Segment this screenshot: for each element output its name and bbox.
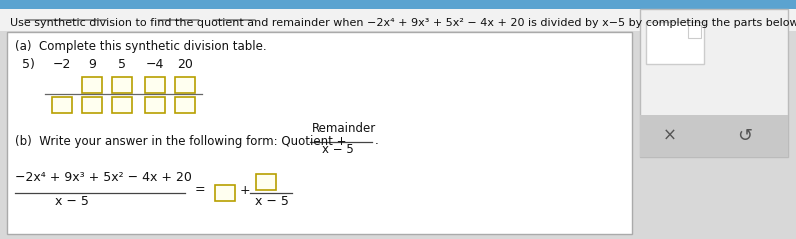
FancyBboxPatch shape: [112, 77, 132, 93]
FancyBboxPatch shape: [0, 0, 796, 31]
Text: x − 5: x − 5: [255, 195, 289, 208]
Text: ×: ×: [663, 127, 677, 145]
Text: Remainder: Remainder: [312, 122, 377, 135]
FancyBboxPatch shape: [145, 97, 165, 113]
Text: 9: 9: [88, 58, 96, 71]
Text: .: .: [375, 134, 379, 147]
FancyBboxPatch shape: [256, 174, 276, 190]
Text: −2: −2: [53, 58, 71, 71]
FancyBboxPatch shape: [688, 25, 701, 38]
Text: x − 5: x − 5: [322, 143, 353, 156]
FancyBboxPatch shape: [175, 97, 195, 113]
FancyBboxPatch shape: [82, 97, 102, 113]
FancyBboxPatch shape: [82, 77, 102, 93]
Text: 5: 5: [118, 58, 126, 71]
Text: −4: −4: [146, 58, 164, 71]
FancyBboxPatch shape: [52, 97, 72, 113]
FancyBboxPatch shape: [175, 77, 195, 93]
FancyBboxPatch shape: [145, 77, 165, 93]
FancyBboxPatch shape: [112, 97, 132, 113]
Text: ↺: ↺: [737, 127, 752, 145]
FancyBboxPatch shape: [640, 9, 788, 157]
FancyBboxPatch shape: [646, 22, 704, 64]
Text: =: =: [195, 184, 205, 196]
Text: (a)  Complete this synthetic division table.: (a) Complete this synthetic division tab…: [15, 40, 267, 53]
Text: Use synthetic division to find the quotient and remainder when −2x⁴ + 9x³ + 5x² : Use synthetic division to find the quoti…: [10, 18, 796, 28]
Text: (b)  Write your answer in the following form: Quotient +: (b) Write your answer in the following f…: [15, 136, 346, 148]
FancyBboxPatch shape: [215, 185, 235, 201]
Text: 5): 5): [22, 58, 35, 71]
Text: x − 5: x − 5: [55, 195, 89, 208]
FancyBboxPatch shape: [7, 32, 632, 234]
FancyBboxPatch shape: [0, 0, 796, 9]
FancyBboxPatch shape: [640, 115, 788, 157]
Text: −2x⁴ + 9x³ + 5x² − 4x + 20: −2x⁴ + 9x³ + 5x² − 4x + 20: [15, 171, 192, 184]
Text: +: +: [240, 184, 251, 196]
Text: 20: 20: [177, 58, 193, 71]
